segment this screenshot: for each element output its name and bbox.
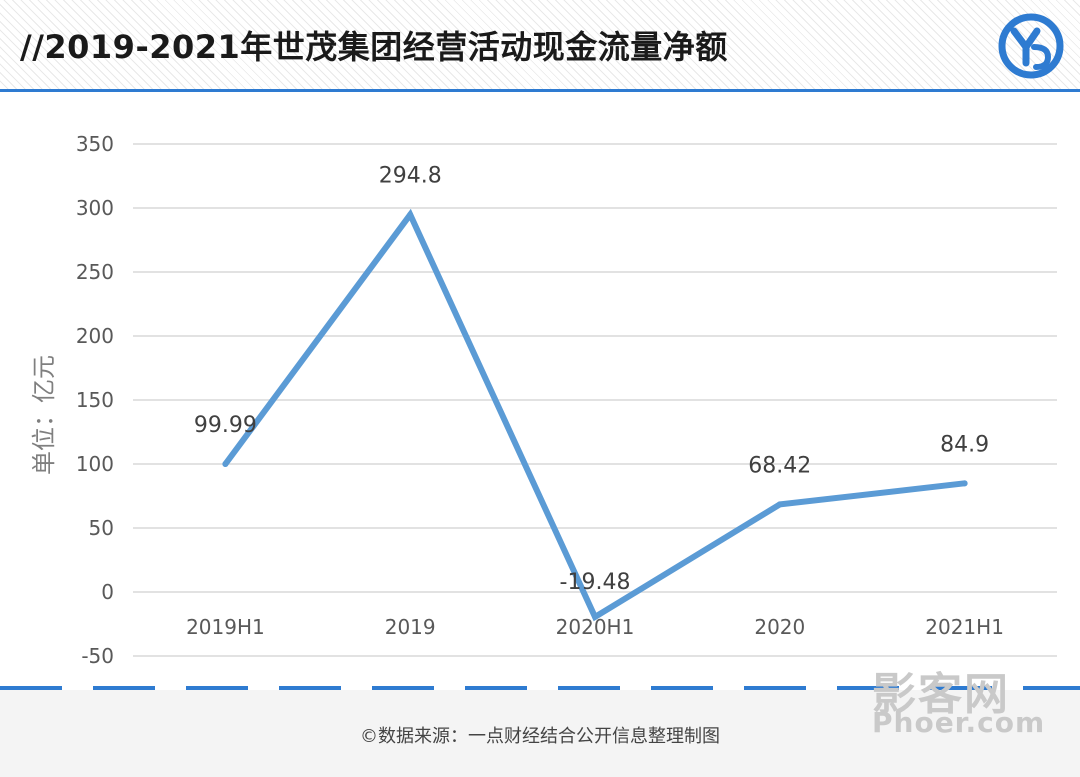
y-axis-title: 单位：亿元: [30, 355, 58, 475]
data-label: 84.9: [940, 432, 989, 457]
header-divider: [0, 89, 1080, 92]
data-point: [776, 501, 783, 508]
y-tick-label: 50: [89, 516, 114, 540]
header-banner: //2019-2021年世茂集团经营活动现金流量净额: [0, 0, 1080, 90]
y-tick-label: 350: [76, 132, 114, 156]
y-tick-label: -50: [81, 644, 114, 668]
series-line: [222, 208, 968, 622]
data-point: [961, 480, 968, 487]
data-label: 99.99: [194, 413, 257, 438]
x-tick-label: 2020: [754, 615, 805, 639]
footer-bar: [0, 690, 1080, 777]
watermark-text: 影客网: [872, 669, 1010, 720]
x-tick-label: 2019H1: [186, 615, 265, 639]
y-tick-label: 100: [76, 452, 114, 476]
data-point: [592, 613, 598, 620]
data-point: [407, 211, 414, 218]
footer-dashed-divider: [0, 686, 1080, 690]
data-label: 68.42: [748, 453, 811, 478]
page-title: //2019-2021年世茂集团经营活动现金流量净额: [20, 28, 728, 66]
source-note: ©数据来源：一点财经结合公开信息整理制图: [360, 726, 720, 747]
x-tick-label: 2021H1: [925, 615, 1004, 639]
data-point: [222, 461, 229, 468]
data-label: 294.8: [379, 164, 442, 189]
data-label: -19.48: [560, 570, 631, 595]
y-tick-label: 0: [101, 580, 114, 604]
x-tick-label: 2019: [385, 615, 436, 639]
y-tick-label: 300: [76, 196, 114, 220]
y-tick-label: 150: [76, 388, 114, 412]
y-tick-label: 250: [76, 260, 114, 284]
watermark-url: Phoer.com: [872, 706, 1046, 739]
brand-logo-icon: [998, 13, 1064, 79]
y-tick-label: 200: [76, 324, 114, 348]
